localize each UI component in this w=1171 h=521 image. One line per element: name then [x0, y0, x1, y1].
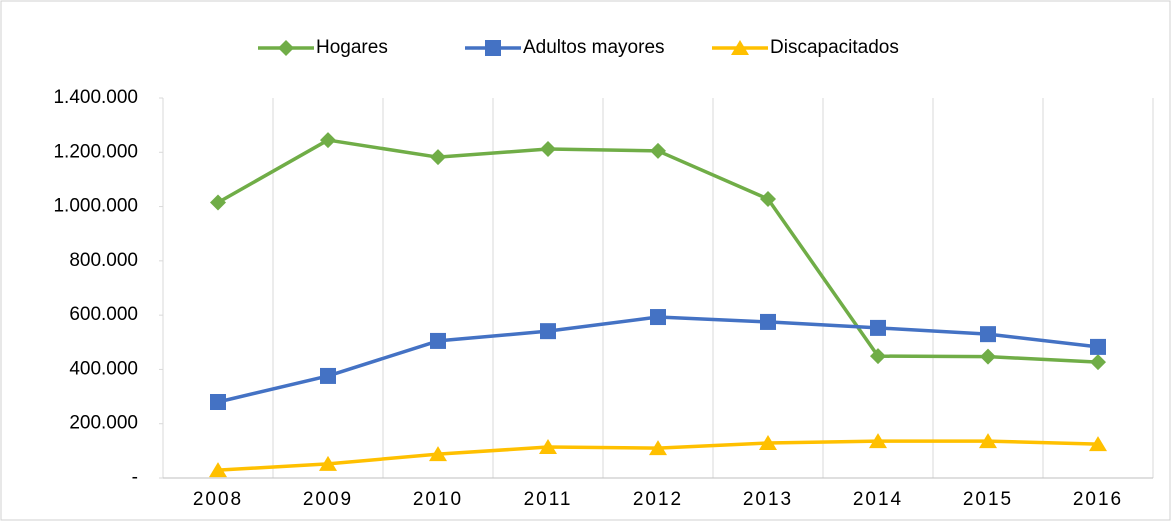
marker [1090, 338, 1106, 355]
marker [759, 434, 777, 450]
marker [870, 348, 886, 365]
x-tick-label: 2008 [193, 489, 243, 510]
marker [540, 141, 556, 158]
marker [1090, 354, 1106, 371]
marker [429, 446, 447, 462]
legend-label: Hogares [316, 37, 388, 58]
x-tick-label: 2011 [524, 489, 573, 510]
marker [760, 313, 776, 330]
marker [209, 462, 227, 478]
y-tick-label: - [132, 467, 138, 488]
y-tick-label: 800.000 [69, 250, 138, 271]
x-tick-label: 2016 [1073, 489, 1123, 510]
marker [319, 455, 337, 471]
y-tick-label: 400.000 [69, 358, 138, 379]
marker [731, 40, 749, 55]
x-tick-label: 2009 [303, 489, 353, 510]
marker [485, 40, 501, 56]
y-tick-label: 600.000 [69, 304, 138, 325]
marker [980, 348, 996, 365]
x-tick-label: 2010 [413, 489, 463, 510]
marker [650, 309, 666, 326]
marker [650, 142, 666, 159]
marker [1089, 436, 1107, 452]
legend-label: Discapacitados [770, 37, 899, 58]
y-tick-label: 200.000 [69, 413, 138, 434]
y-tick-label: 1.000.000 [53, 196, 138, 217]
marker [979, 433, 997, 449]
y-tick-label: 1.200.000 [53, 141, 138, 162]
marker [539, 439, 557, 455]
marker [210, 194, 226, 211]
marker [430, 332, 446, 349]
y-tick-label: 1.400.000 [53, 87, 138, 108]
marker [760, 190, 776, 207]
x-tick-label: 2012 [633, 489, 683, 510]
marker [320, 367, 336, 384]
marker [980, 326, 996, 343]
marker [210, 394, 226, 410]
marker [870, 319, 886, 336]
marker [430, 149, 446, 166]
legend-label: Adultos mayores [523, 37, 665, 58]
marker [540, 323, 556, 340]
x-tick-label: 2014 [853, 489, 903, 510]
x-tick-label: 2013 [743, 489, 793, 510]
marker [869, 433, 887, 449]
marker [278, 40, 294, 56]
x-tick-label: 2015 [963, 489, 1013, 510]
marker [649, 440, 667, 456]
marker [320, 132, 336, 149]
